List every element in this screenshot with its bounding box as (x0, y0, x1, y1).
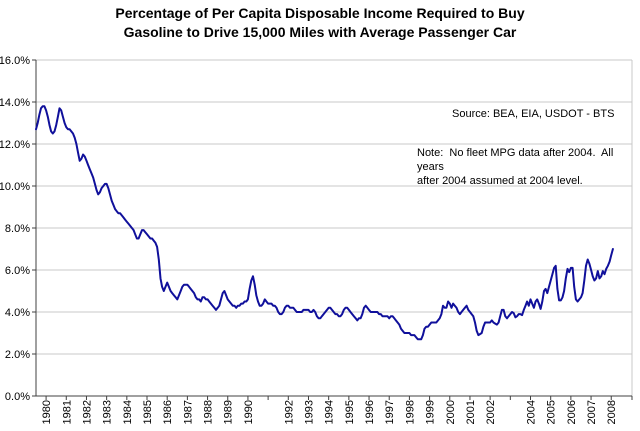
x-tick-label: 1997 (384, 400, 396, 424)
x-tick-label: 1981 (61, 400, 73, 424)
x-tick-label: 2001 (465, 400, 477, 424)
x-tick-label: 1996 (364, 400, 376, 424)
y-tick-label: 12.0% (0, 139, 30, 151)
y-tick-label: 14.0% (0, 97, 30, 109)
x-tick-label: 2002 (485, 400, 497, 424)
y-tick-label: 8.0% (5, 223, 30, 235)
series-line (35, 105, 614, 341)
source-annotation: Source: BEA, EIA, USDOT - BTS (452, 108, 615, 120)
x-tick-label: 1988 (203, 400, 215, 424)
x-tick-label: 2005 (546, 400, 558, 424)
x-tick-label: 1987 (182, 400, 194, 424)
x-tick-label: 1984 (122, 400, 134, 424)
y-tick-label: 6.0% (5, 265, 30, 277)
x-tick-label: 1998 (404, 400, 416, 424)
y-tick-label: 10.0% (0, 181, 30, 193)
x-tick-label: 1989 (223, 400, 235, 424)
x-tick-label: 1995 (344, 400, 356, 424)
x-tick-label: 1985 (142, 400, 154, 424)
x-tick-label: 2007 (586, 400, 598, 424)
chart-title: Percentage of Per Capita Disposable Inco… (115, 5, 525, 40)
x-tick-label: 1994 (324, 400, 336, 424)
y-tick-label: 16.0% (0, 55, 30, 67)
x-tick-label: 1982 (81, 400, 93, 424)
x-tick-label: 1986 (162, 400, 174, 424)
x-tick-label: 1992 (283, 400, 295, 424)
x-tick-label: 1993 (303, 400, 315, 424)
x-tick-label: 1999 (425, 400, 437, 424)
x-tick-label: 2008 (606, 400, 618, 424)
x-tick-label: 2000 (445, 400, 457, 424)
x-tick-label: 1980 (41, 400, 53, 424)
x-tick-label: 1983 (102, 400, 114, 424)
mpg-note-annotation: Note: No fleet MPG data after 2004. All … (417, 147, 614, 187)
x-tick-label: 2004 (526, 400, 538, 424)
x-tick-label: 1990 (243, 400, 255, 424)
y-tick-label: 4.0% (5, 307, 30, 319)
y-tick-label: 2.0% (5, 349, 30, 361)
y-tick-label: 0.0% (5, 391, 30, 403)
x-tick-label: 2006 (566, 400, 578, 424)
